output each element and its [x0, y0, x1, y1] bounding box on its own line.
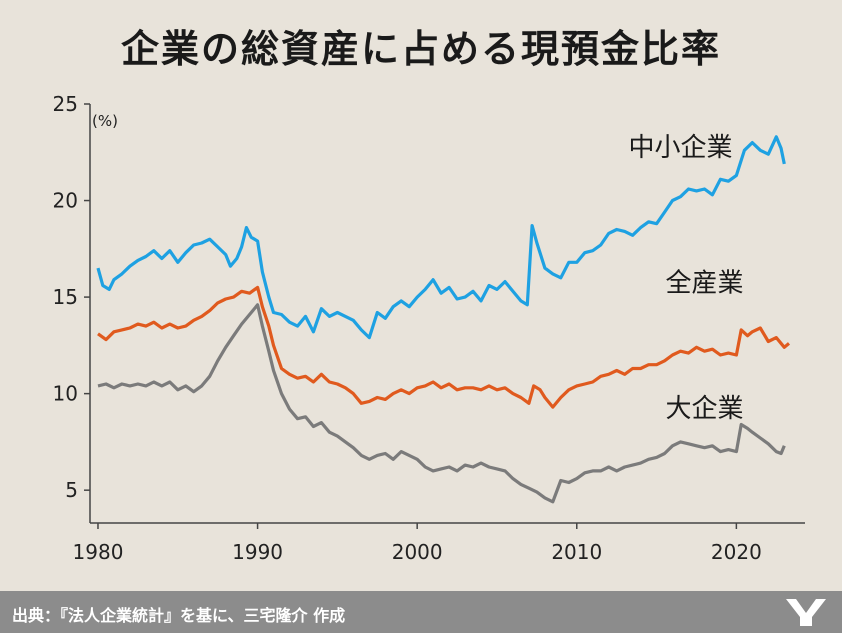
x-tick-label: 2000 [392, 540, 443, 564]
y-tick-label: 10 [53, 382, 78, 406]
logo-icon [786, 599, 826, 626]
x-tick-label: 2020 [711, 540, 762, 564]
series-label-2: 大企業 [665, 394, 743, 424]
axes [89, 104, 805, 524]
y-unit-label: (%) [92, 112, 118, 130]
x-tick-label: 2010 [551, 540, 602, 564]
series-line-2 [97, 303, 786, 504]
series-line-0 [96, 135, 786, 340]
y-tick-label: 20 [53, 189, 78, 213]
series-label-0: 中小企業 [629, 133, 733, 163]
series-label-1: 全産業 [665, 268, 743, 298]
tick-group: 5 10 15 20 25 1980 1990 2000 2010 2020 [53, 92, 762, 564]
series-group [96, 135, 791, 504]
x-tick-label: 1990 [232, 540, 283, 564]
y-tick-label: 25 [53, 92, 78, 116]
source-text: 出典：『法人企業統計』を基に、三宅隆介 作成 [12, 606, 346, 625]
chart-title: 企業の総資産に占める現預金比率 [120, 27, 721, 71]
source-footer: 出典：『法人企業統計』を基に、三宅隆介 作成 [0, 591, 842, 633]
y-tick-label: 5 [65, 478, 78, 502]
y-tick-label: 15 [53, 285, 78, 309]
x-tick-label: 1980 [73, 540, 124, 564]
line-chart: 5 10 15 20 25 1980 1990 2000 2010 2020 (%) 中小企業全産… [53, 92, 805, 564]
series-line-1 [97, 285, 791, 409]
